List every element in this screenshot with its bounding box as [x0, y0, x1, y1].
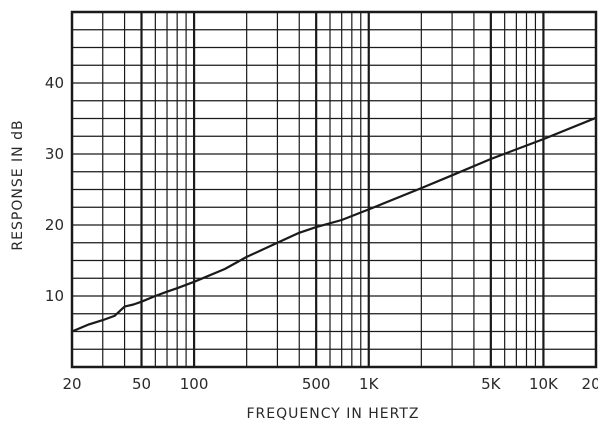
y-axis-label: RESPONSE IN dB [10, 119, 26, 250]
x-axis-label: FREQUENCY IN HERTZ [246, 406, 419, 422]
y-tick-label: 30 [45, 145, 64, 163]
series-line [70, 116, 598, 333]
x-tick-label: 5K [481, 375, 502, 393]
x-tick-labels: 20 50 100 500 1K 5K 10K 20K [62, 375, 598, 393]
x-tick-label: 20K [582, 375, 598, 393]
x-tick-label: 100 [180, 375, 209, 393]
series-group [70, 116, 598, 333]
x-tick-label: 50 [132, 375, 151, 393]
y-tick-labels: 10 20 30 40 [45, 74, 64, 305]
x-tick-label: 20 [62, 375, 81, 393]
grid [71, 12, 597, 367]
y-tick-label: 10 [45, 287, 64, 305]
y-tick-label: 20 [45, 216, 64, 234]
x-tick-label: 500 [302, 375, 331, 393]
x-tick-label: 1K [359, 375, 380, 393]
x-tick-label: 10K [529, 375, 559, 393]
plot-frame [70, 10, 598, 369]
y-tick-label: 40 [45, 74, 64, 92]
